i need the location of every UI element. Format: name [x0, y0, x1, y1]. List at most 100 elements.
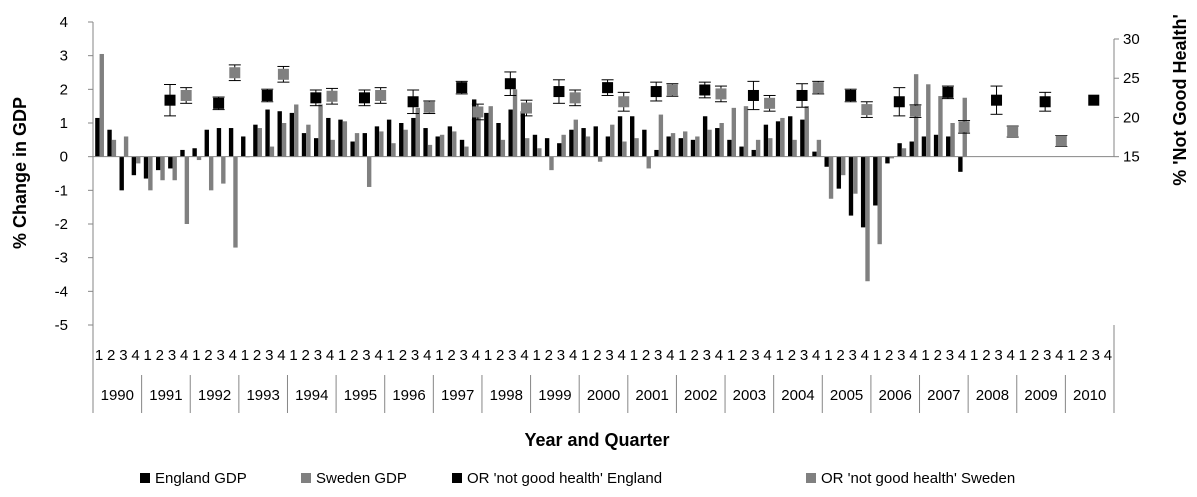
sweden-gdp-bar — [634, 138, 639, 157]
quarter-label: 1 — [727, 347, 735, 364]
y-tick-label: 4 — [60, 14, 68, 31]
quarter-label: 3 — [897, 347, 905, 364]
year-label: 1999 — [538, 387, 571, 404]
england-gdp-bar — [374, 126, 380, 157]
sweden-gdp-bar — [524, 138, 530, 157]
england-gdp-bar — [727, 139, 732, 157]
england-health-marker — [699, 84, 711, 96]
england-gdp-bar — [763, 124, 769, 157]
quarter-label: 2 — [302, 347, 310, 364]
england-gdp-bar — [921, 136, 927, 157]
quarter-label: 2 — [156, 347, 164, 364]
y-tick-label: 3 — [60, 48, 68, 65]
england-health-marker — [164, 94, 176, 106]
quarter-label: 4 — [666, 347, 674, 364]
quarter-label: 4 — [715, 347, 723, 364]
england-gdp-bar — [484, 112, 489, 157]
quarter-label: 1 — [387, 347, 395, 364]
england-gdp-bar — [265, 109, 270, 157]
quarter-label: 1 — [338, 347, 346, 364]
quarter-label: 3 — [168, 347, 176, 364]
quarter-label: 3 — [800, 347, 808, 364]
sweden-health-marker — [666, 84, 678, 96]
quarter-label: 4 — [909, 347, 917, 364]
sweden-gdp-bar — [877, 156, 882, 245]
sweden-health-marker — [1007, 126, 1019, 138]
quarter-label: 3 — [654, 347, 662, 364]
sweden-gdp-bar — [731, 107, 737, 157]
quarter-label: 2 — [107, 347, 115, 364]
sweden-gdp-bar — [683, 131, 688, 157]
england-gdp-bar — [788, 116, 793, 157]
sweden-gdp-bar — [755, 139, 761, 157]
quarter-label: 1 — [532, 347, 540, 364]
sweden-gdp-bar — [707, 129, 712, 157]
y-tick-label: -3 — [55, 250, 68, 267]
sweden-gdp-bar — [537, 148, 542, 157]
year-label: 2000 — [587, 387, 620, 404]
legend-swatch — [140, 473, 150, 483]
sweden-gdp-bar — [938, 96, 943, 157]
sweden-gdp-bar — [768, 138, 773, 157]
sweden-health-marker — [764, 97, 776, 109]
quarter-label: 2 — [642, 347, 650, 364]
england-gdp-bar — [204, 129, 209, 157]
england-gdp-bar — [350, 141, 355, 157]
england-gdp-bar — [520, 111, 525, 157]
legend-label: Sweden GDP — [316, 470, 407, 487]
sweden-gdp-bar — [597, 156, 603, 162]
england-gdp-bar — [508, 109, 513, 157]
sweden-health-marker — [277, 68, 289, 80]
england-gdp-bar — [326, 117, 331, 157]
england-health-marker — [1088, 94, 1100, 106]
quarter-label: 4 — [958, 347, 966, 364]
year-label: 2008 — [976, 387, 1009, 404]
sweden-gdp-bar — [828, 156, 834, 199]
sweden-gdp-bar — [464, 146, 469, 157]
england-gdp-bar — [107, 129, 112, 157]
sweden-gdp-bar — [901, 148, 907, 157]
sweden-gdp-bar — [561, 134, 566, 157]
england-gdp-bar — [848, 156, 854, 216]
sweden-gdp-bar — [427, 144, 433, 157]
quarter-label: 2 — [836, 347, 844, 364]
quarter-label: 4 — [812, 347, 820, 364]
y-tick-label: 1 — [60, 115, 68, 132]
quarter-label: 4 — [618, 347, 626, 364]
quarter-label: 3 — [265, 347, 273, 364]
sweden-gdp-bar — [439, 134, 445, 157]
england-gdp-bar — [885, 156, 890, 164]
year-label: 1992 — [198, 387, 231, 404]
england-gdp-bar — [569, 129, 574, 157]
sweden-health-marker — [909, 105, 921, 117]
sweden-health-marker — [375, 89, 387, 101]
year-label: 2006 — [879, 387, 912, 404]
quarter-label: 2 — [739, 347, 747, 364]
sweden-gdp-bar — [816, 139, 822, 157]
quarter-label: 4 — [520, 347, 528, 364]
england-gdp-bar — [435, 136, 440, 157]
sweden-gdp-bar — [269, 146, 275, 157]
quarter-label: 2 — [1031, 347, 1039, 364]
year-label: 2001 — [635, 387, 668, 404]
quarter-label: 3 — [557, 347, 565, 364]
england-gdp-bar — [873, 156, 878, 206]
england-gdp-bar — [472, 99, 477, 157]
quarter-label: 2 — [447, 347, 455, 364]
quarter-label: 4 — [763, 347, 771, 364]
sweden-health-marker — [958, 121, 970, 133]
quarter-label: 3 — [411, 347, 419, 364]
sweden-gdp-bar — [136, 156, 141, 164]
sweden-gdp-bar — [123, 136, 129, 157]
sweden-gdp-bar — [294, 104, 299, 157]
england-gdp-bar — [386, 119, 392, 157]
england-gdp-bar — [654, 149, 659, 157]
sweden-gdp-bar — [804, 106, 809, 157]
england-gdp-bar — [143, 156, 149, 179]
sweden-health-marker — [423, 101, 435, 113]
quarter-label: 1 — [1019, 347, 1027, 364]
england-health-marker — [358, 92, 370, 104]
legend-swatch — [452, 473, 462, 483]
quarter-label: 3 — [460, 347, 468, 364]
